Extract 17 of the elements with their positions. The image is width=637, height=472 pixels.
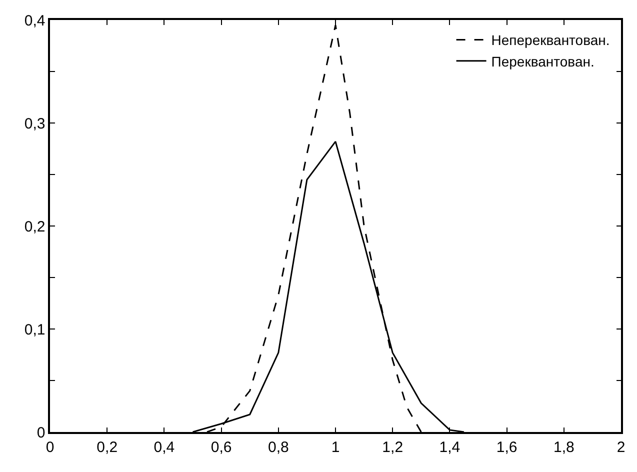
y-tick-label: 0,1	[24, 321, 46, 338]
x-tick-label: 0,4	[154, 438, 175, 456]
x-tick-label: 1,6	[496, 438, 518, 456]
x-tick-label: 1,2	[382, 438, 404, 456]
legend-label: Переквантован.	[491, 53, 594, 70]
y-tick-label: 0,4	[24, 12, 46, 30]
y-tick-label: 0	[36, 424, 46, 442]
x-tick-label: 0,2	[96, 438, 118, 456]
x-tick-label: 0,8	[268, 438, 289, 456]
x-tick-label: 2	[616, 438, 626, 456]
y-tick-label: 0,2	[24, 218, 46, 236]
x-tick-label: 1	[331, 438, 340, 456]
y-tick-label: 0,3	[24, 115, 46, 132]
x-tick-label: 0,6	[210, 438, 232, 456]
legend-label: Непереквантован.	[491, 32, 610, 48]
x-tick-label: 1,4	[439, 438, 460, 456]
x-tick-label: 1,8	[553, 438, 574, 456]
